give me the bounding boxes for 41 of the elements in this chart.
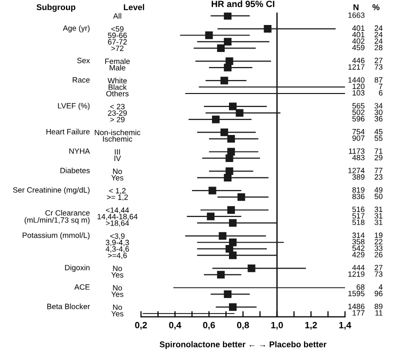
point: [218, 232, 226, 240]
text: %: [372, 4, 380, 10]
point: [224, 64, 232, 72]
point: [227, 206, 235, 214]
point: [217, 44, 225, 52]
point: [226, 154, 234, 162]
point: [224, 290, 232, 298]
point: [228, 238, 237, 246]
x-axis-title: Spironolactone better ← → Placebo better: [160, 341, 326, 349]
chart-title: HR and 95% CI: [212, 0, 274, 8]
point: [217, 270, 225, 279]
point: [226, 245, 234, 253]
text: N: [354, 4, 358, 10]
text: Subgroup: [36, 4, 76, 12]
point: [228, 102, 237, 110]
point: [227, 134, 235, 143]
point: [208, 186, 216, 194]
x-tick-label: 0,6: [203, 322, 215, 330]
point: [237, 193, 246, 201]
point: [224, 38, 232, 46]
point: [227, 148, 235, 156]
point: [206, 212, 215, 220]
x-tick-label: 1,0: [271, 322, 283, 330]
x-tick-label: 1,2: [305, 322, 317, 330]
x-tick-label: 0,8: [237, 322, 249, 330]
point: [228, 251, 237, 260]
point: [228, 303, 237, 311]
point: [220, 76, 228, 84]
text: Level: [124, 4, 144, 10]
point: [264, 24, 272, 33]
point: [224, 174, 232, 182]
point: [248, 264, 256, 272]
point: [236, 109, 244, 117]
x-tick-label: 0,4: [169, 322, 182, 330]
point: [224, 12, 232, 20]
point: [205, 31, 213, 40]
x-tick-label: 0,2: [135, 322, 147, 330]
point: [212, 116, 220, 124]
point: [228, 219, 237, 227]
x-tick-label: 1,4: [339, 322, 352, 330]
point: [220, 128, 228, 136]
